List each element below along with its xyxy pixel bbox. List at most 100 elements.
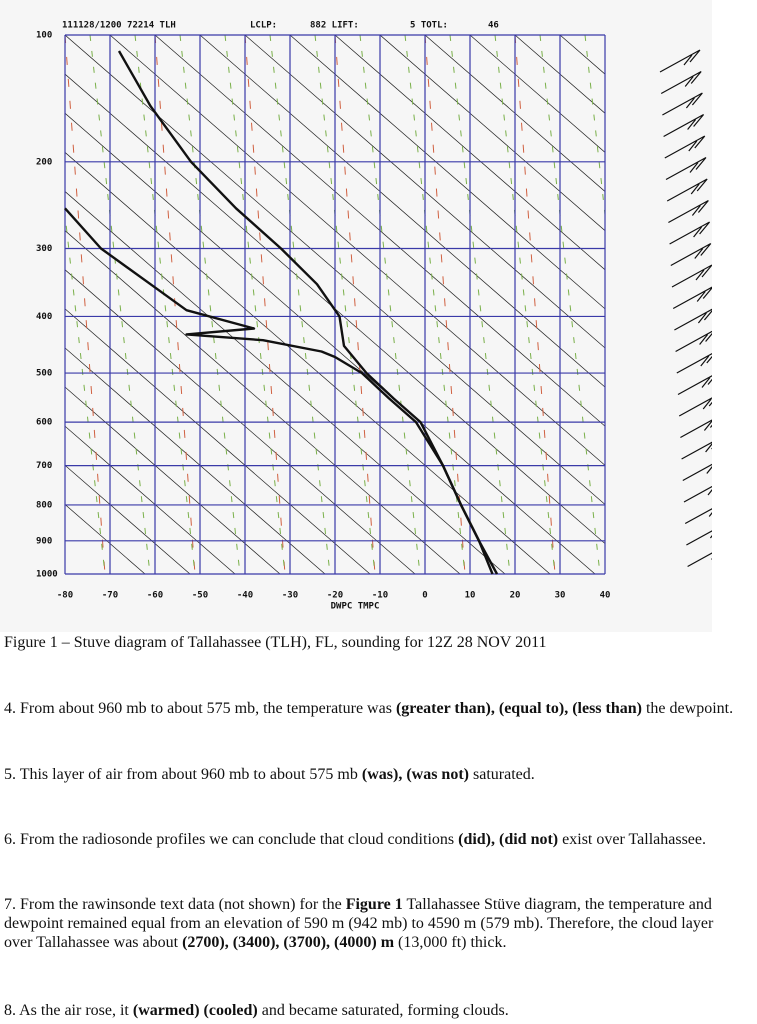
moist-adiabat bbox=[65, 210, 106, 574]
dry-adiabat bbox=[65, 425, 236, 574]
x-axis-label: DWPC TMPC bbox=[331, 602, 380, 612]
wind-barb bbox=[671, 264, 712, 288]
dry-adiabat bbox=[65, 191, 506, 574]
y-tick-label: 700 bbox=[36, 461, 52, 471]
question-text: Tallahassee Stüve diagram, the temperatu… bbox=[4, 896, 714, 951]
wind-barb bbox=[675, 330, 712, 353]
wind-barb bbox=[684, 508, 712, 525]
question-text: (did), (did not) bbox=[458, 831, 559, 848]
dry-adiabat bbox=[65, 308, 371, 574]
dry-adiabat bbox=[65, 386, 281, 574]
moist-adiabat bbox=[494, 35, 556, 574]
wind-barb bbox=[683, 485, 712, 503]
header-text: 882 LIFT: bbox=[310, 21, 359, 31]
wind-barb bbox=[664, 135, 706, 159]
moist-adiabat bbox=[224, 35, 286, 574]
wind-barb bbox=[678, 397, 712, 417]
x-tick-label: -80 bbox=[57, 591, 73, 601]
moist-adiabat bbox=[314, 35, 376, 574]
dry-adiabat bbox=[109, 35, 605, 466]
y-tick-label: 1000 bbox=[36, 570, 58, 580]
y-tick-label: 200 bbox=[36, 157, 52, 167]
dry-adiabat bbox=[289, 35, 605, 310]
header-text: 46 bbox=[488, 21, 499, 31]
x-tick-label: 10 bbox=[465, 591, 476, 601]
question-text: (was), (was not) bbox=[361, 766, 469, 783]
question: 4. From about 960 mb to about 575 mb, th… bbox=[4, 699, 739, 718]
figure-caption: Figure 1 – Stuve diagram of Tallahassee … bbox=[4, 634, 547, 651]
chart: 111128/1200 72214 TLH LCLP: 882 LIFT: 5 … bbox=[36, 20, 712, 612]
x-tick-label: -20 bbox=[327, 591, 343, 601]
moist-adiabat bbox=[404, 35, 466, 574]
question-text: (warmed) (cooled) bbox=[132, 1002, 258, 1019]
question-text: (13,000 ft) thick. bbox=[394, 934, 507, 951]
moist-adiabat bbox=[449, 35, 511, 574]
moist-adiabat bbox=[359, 35, 421, 574]
mixing-ratio bbox=[424, 35, 466, 574]
wind-barb bbox=[663, 113, 705, 138]
dry-adiabat bbox=[154, 35, 605, 427]
x-tick-label: 40 bbox=[600, 591, 611, 601]
header-text: 111128/1200 72214 TLH bbox=[62, 21, 176, 31]
dry-adiabat bbox=[424, 35, 605, 192]
question-text: 6. From the radiosonde profiles we can c… bbox=[4, 831, 459, 848]
x-tick-label: -50 bbox=[192, 591, 208, 601]
question-text: 8. As the air rose, it bbox=[4, 1002, 133, 1019]
question-text: (2700), (3400), (3700), (4000) m bbox=[182, 934, 395, 951]
dry-adiabat bbox=[65, 151, 551, 574]
header-text: LCLP: bbox=[250, 21, 277, 31]
y-tick-label: 600 bbox=[36, 418, 52, 428]
wind-barb bbox=[666, 178, 708, 202]
wind-barb bbox=[670, 242, 712, 267]
wind-barb bbox=[680, 419, 712, 439]
question: 5. This layer of air from about 960 mb t… bbox=[4, 765, 739, 784]
x-tick-label: 20 bbox=[510, 591, 521, 601]
x-tick-label: -30 bbox=[282, 591, 298, 601]
wind-barb bbox=[686, 530, 712, 546]
wind-barb bbox=[677, 375, 712, 396]
y-tick-label: 900 bbox=[36, 536, 52, 546]
wind-barb bbox=[660, 70, 702, 95]
mixing-ratio bbox=[334, 35, 376, 574]
y-tick-label: 500 bbox=[36, 369, 52, 379]
question-text: 5. This layer of air from about 960 mb t… bbox=[4, 766, 362, 783]
x-tick-label: -70 bbox=[102, 591, 118, 601]
dry-adiabat bbox=[65, 464, 191, 574]
moist-adiabat bbox=[89, 35, 151, 574]
mixing-ratio bbox=[244, 35, 286, 574]
moist-adiabat bbox=[539, 35, 601, 574]
moist-adiabat bbox=[179, 35, 241, 574]
header-text: 5 TOTL: bbox=[410, 21, 448, 31]
moist-adiabat bbox=[269, 35, 331, 574]
question-text: (greater than), (equal to), (less than) bbox=[395, 700, 642, 717]
dry-adiabat bbox=[65, 230, 461, 574]
question-text: and became saturated, forming clouds. bbox=[257, 1002, 509, 1019]
x-tick-label: 0 bbox=[422, 591, 427, 601]
x-tick-label: -40 bbox=[237, 591, 253, 601]
dry-adiabat bbox=[469, 35, 605, 153]
x-tick-label: -60 bbox=[147, 591, 163, 601]
dry-adiabat bbox=[244, 35, 605, 349]
wind-barb bbox=[668, 199, 709, 224]
mixing-ratio bbox=[154, 35, 196, 574]
dry-adiabat bbox=[379, 35, 605, 232]
question-text: the dewpoint. bbox=[641, 700, 734, 717]
sounding-line bbox=[64, 207, 494, 575]
wind-barb bbox=[682, 463, 712, 482]
wind-barb bbox=[687, 552, 712, 568]
dry-adiabat bbox=[334, 35, 605, 271]
dry-adiabat bbox=[65, 112, 596, 574]
wind-barb bbox=[674, 308, 712, 331]
mixing-ratio bbox=[514, 35, 556, 574]
wind-barb bbox=[676, 352, 712, 374]
question-text: 7. From the rawinsonde text data (not sh… bbox=[4, 896, 346, 913]
wind-barb bbox=[672, 286, 712, 310]
wind-barb bbox=[669, 221, 711, 245]
y-tick-label: 800 bbox=[36, 500, 52, 510]
question-text: saturated. bbox=[468, 766, 535, 783]
dry-adiabat bbox=[65, 35, 605, 505]
x-tick-label: -10 bbox=[372, 591, 388, 601]
question: 7. From the rawinsonde text data (not sh… bbox=[4, 895, 739, 952]
x-tick-label: 30 bbox=[555, 591, 566, 601]
